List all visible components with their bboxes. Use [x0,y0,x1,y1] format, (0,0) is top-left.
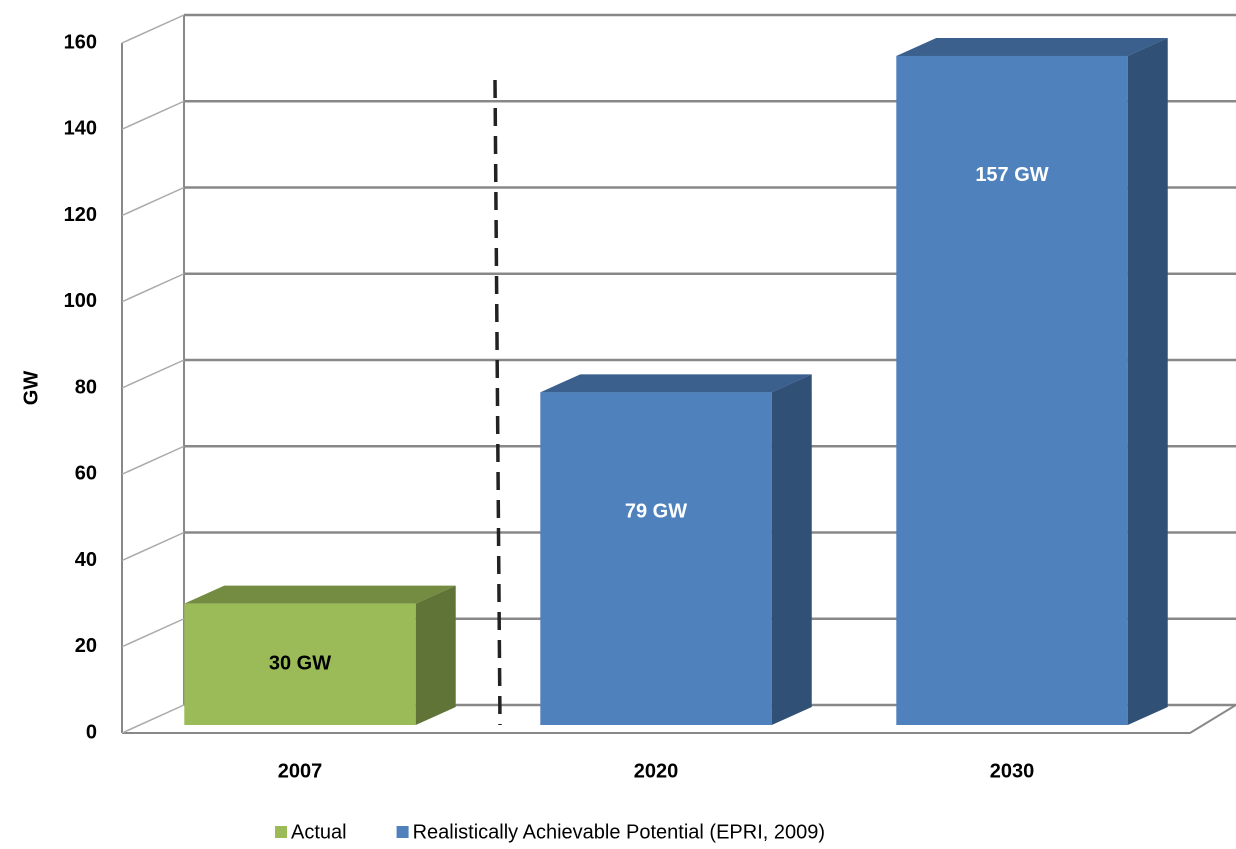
y-tick-label: 60 [75,463,97,485]
bar-top-shade [184,585,456,604]
bar-top [184,585,456,604]
bar [896,55,1128,725]
side-grid-line [121,14,185,44]
side-grid-line [121,445,185,475]
bar-top [896,37,1168,56]
x-tick-label: 2030 [990,760,1035,782]
bar-side [771,374,812,725]
side-grid-line [121,704,185,734]
bar-side-shade [771,374,812,725]
bar-side [1127,37,1168,725]
bar-top [540,374,812,393]
bar-side-shade [1127,37,1168,725]
side-grid-line [121,100,185,130]
legend-swatch [275,826,287,838]
side-grid-line [121,531,185,562]
bar-top-shade [540,374,812,393]
value-label: 157 GW [975,164,1048,186]
value-label: 30 GW [269,653,331,675]
legend-label: Realistically Achievable Potential (EPRI… [413,821,825,843]
bar-top-shade [896,37,1168,56]
bar [540,392,772,725]
side-grid-line [121,186,185,217]
y-tick-label: 80 [75,376,97,398]
separator [493,79,502,726]
bar-side-shade [415,585,456,725]
side-grid-line [121,273,185,303]
y-tick-label: 120 [64,204,97,226]
legend-label: Actual [291,821,347,843]
side-grid-line [121,359,185,389]
legend-swatch [396,826,409,838]
y-tick-label: 40 [75,549,97,571]
y-tick-label: 140 [64,118,97,140]
x-tick-label: 2020 [634,760,679,782]
y-tick-label: 0 [86,721,97,743]
y-axis-label: GW [20,371,42,406]
y-tick-label: 100 [64,290,97,312]
bar [184,603,416,725]
x-tick-label: 2007 [278,760,323,782]
y-tick-label: 160 [64,31,97,53]
floor-edge [122,704,1236,734]
side-grid-line [121,618,185,648]
y-tick-label: 20 [75,635,97,657]
bar-side [415,585,456,725]
value-label: 79 GW [625,501,687,523]
